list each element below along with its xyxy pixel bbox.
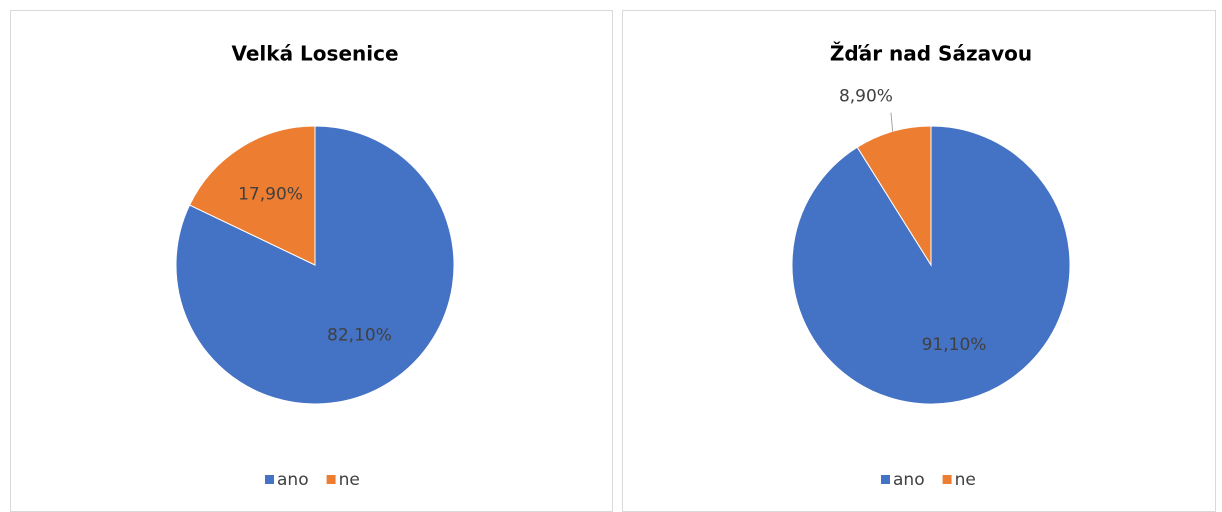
chart-title: Velká Losenice xyxy=(231,42,398,66)
legend-label: ne xyxy=(955,470,976,490)
data-label: 17,90% xyxy=(238,184,303,204)
data-label: 82,10% xyxy=(327,326,392,346)
legend-swatch xyxy=(326,475,336,484)
pie-slice xyxy=(188,125,316,266)
legend-swatch xyxy=(881,475,890,484)
legend-swatch xyxy=(265,475,274,484)
data-label: 91,10% xyxy=(922,335,987,355)
leader-line xyxy=(890,112,894,132)
chart-title: Žďár nad Sázavou xyxy=(830,42,1032,66)
legend-label: ano xyxy=(893,470,925,490)
legend-label: ne xyxy=(339,470,360,490)
legend-swatch xyxy=(942,475,952,484)
legend-label: ano xyxy=(277,470,309,490)
pie-slice xyxy=(856,125,932,267)
data-label: 8,90% xyxy=(839,87,893,107)
